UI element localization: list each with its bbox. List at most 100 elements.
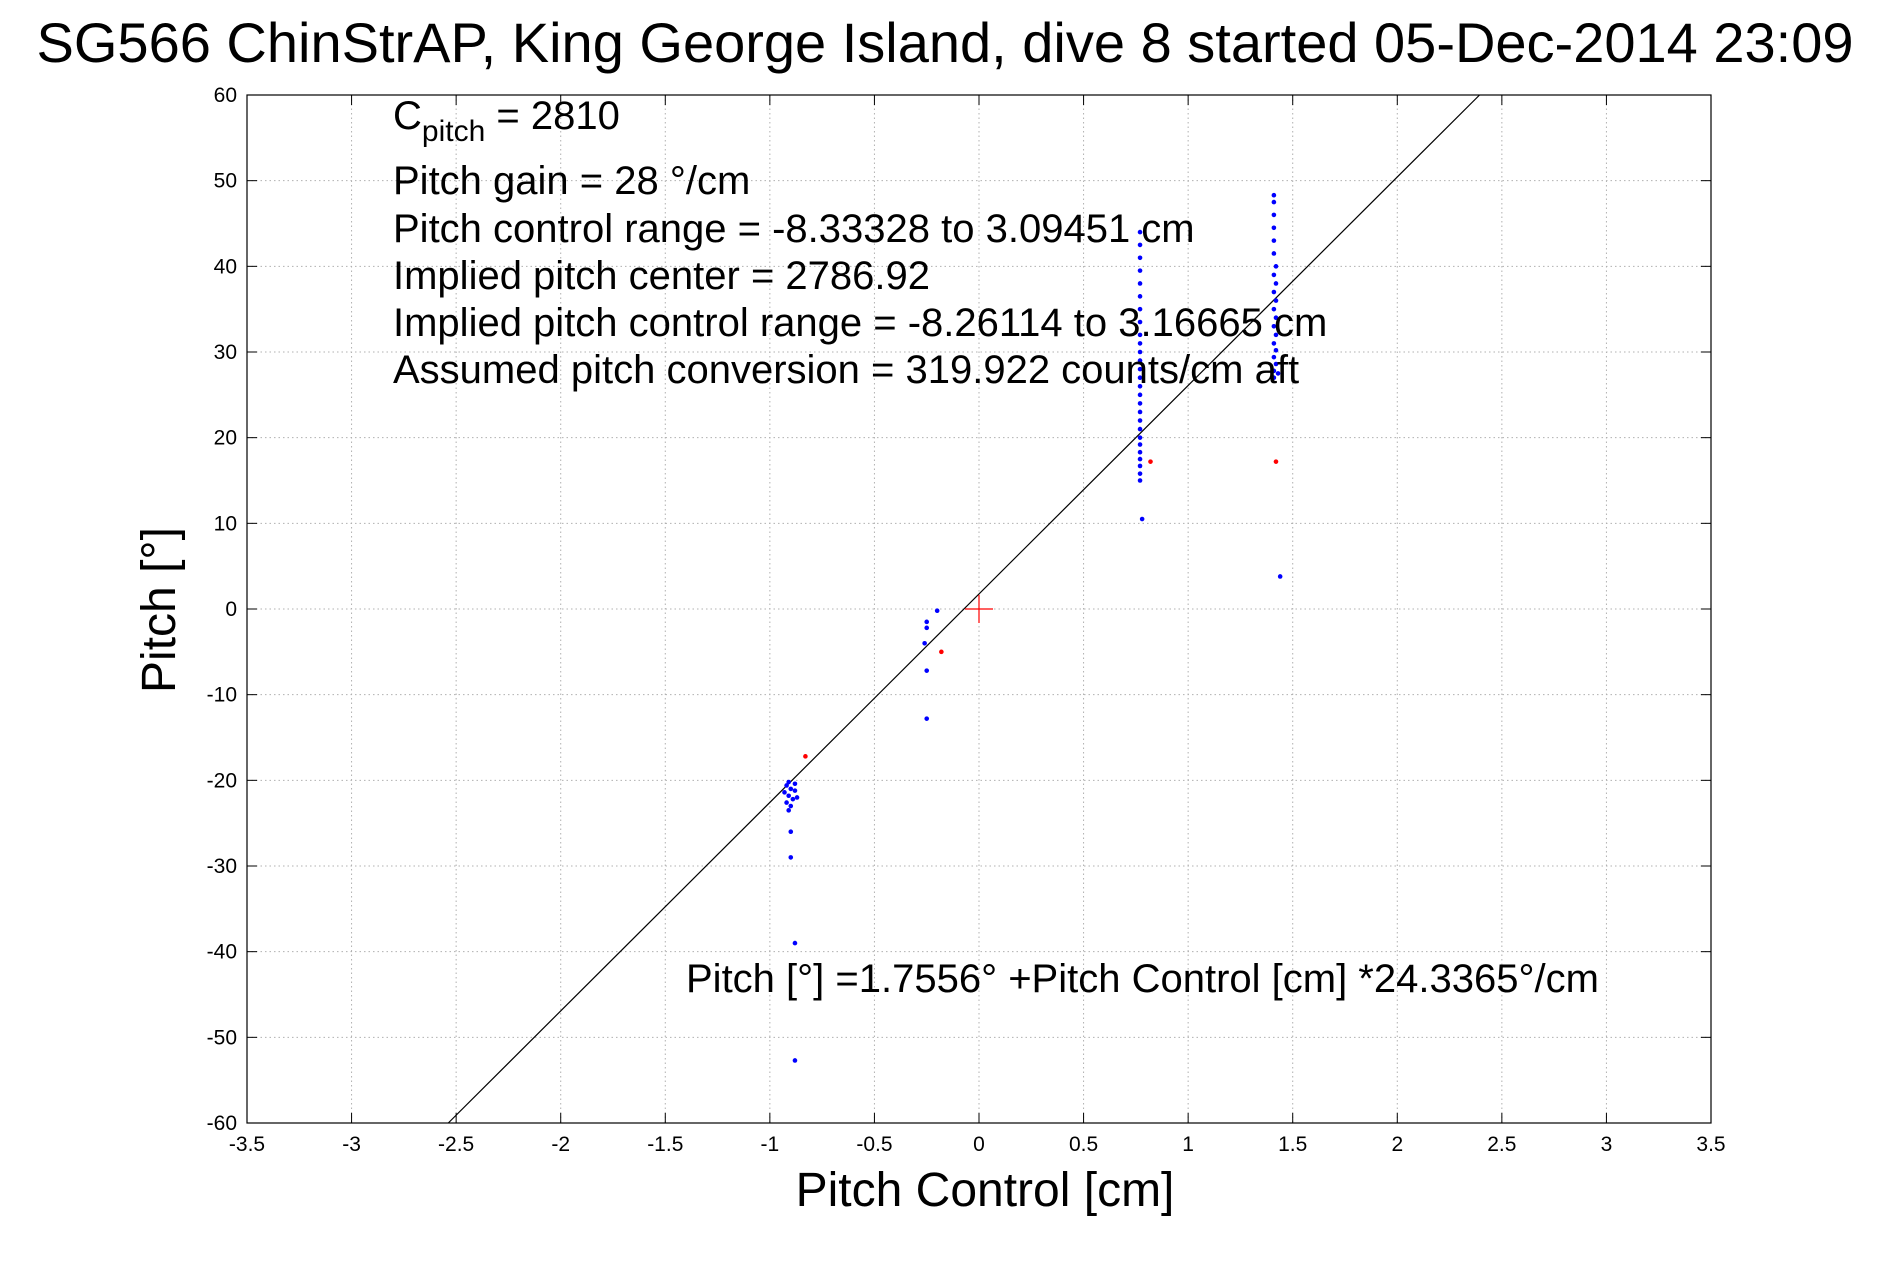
fit-equation-annotation: Pitch [°] =1.7556° +Pitch Control [cm] *… <box>686 957 1599 1001</box>
y-tick-label: -40 <box>207 941 237 964</box>
x-tick-label: -2 <box>551 1133 570 1156</box>
data-point <box>784 783 789 788</box>
data-point <box>1137 366 1143 372</box>
data-point <box>1137 349 1143 355</box>
data-point <box>792 781 798 787</box>
x-tick-label: 0 <box>973 1133 985 1156</box>
x-tick-label: 0.5 <box>1069 1133 1098 1156</box>
data-point <box>1137 281 1143 286</box>
control-range-annotation: Pitch control range = -8.33328 to 3.0945… <box>393 207 1195 251</box>
chart-title: SG566 ChinStrAP, King George Island, div… <box>37 11 1854 74</box>
data-point <box>1137 471 1143 476</box>
data-point <box>1271 192 1277 198</box>
x-tick-label: 1 <box>1182 1133 1194 1156</box>
data-point <box>1273 332 1279 338</box>
y-tick-label: 30 <box>214 341 237 364</box>
data-point <box>924 716 930 721</box>
data-point <box>1137 341 1143 346</box>
c-pitch-annotation: Cpitch = 2810 <box>393 94 620 148</box>
data-point <box>1137 426 1143 432</box>
x-tick-label: 2.5 <box>1487 1133 1516 1156</box>
data-point <box>1137 449 1143 455</box>
data-point <box>1271 238 1277 243</box>
data-point <box>1137 478 1143 483</box>
data-point <box>1271 306 1277 312</box>
data-point <box>1137 456 1143 462</box>
data-point <box>1137 435 1143 440</box>
fit-line-group <box>447 94 1480 1124</box>
data-point <box>1137 268 1143 273</box>
axis-ticks: -3.5 -3 -2.5 -2 -1.5 -1 -0.5 0 0.5 1 1.5 2 2.5 3 3.5 -6… <box>207 84 1726 1156</box>
y-tick-label: -10 <box>207 684 237 707</box>
data-point <box>1273 315 1279 321</box>
data-point <box>1271 251 1277 256</box>
x-tick-label: 1.5 <box>1278 1133 1307 1156</box>
data-point <box>1137 332 1143 338</box>
data-point <box>1137 319 1143 325</box>
pitch-gain-annotation: Pitch gain = 28 °/cm <box>393 159 750 203</box>
x-tick-label: 2 <box>1391 1133 1403 1156</box>
c-pitch-subscript: pitch <box>422 115 485 148</box>
x-tick-label: 3.5 <box>1696 1133 1725 1156</box>
data-point <box>1137 392 1143 398</box>
data-point <box>1271 225 1277 231</box>
data-point <box>1273 264 1279 269</box>
y-tick-label: 20 <box>214 427 237 450</box>
info-annotations: Cpitch = 2810 Pitch gain = 28 °/cm Pitch… <box>393 94 1599 1001</box>
data-point <box>1273 347 1279 353</box>
data-point <box>1275 371 1281 376</box>
data-point <box>1271 324 1277 329</box>
implied-center-annotation: Implied pitch center = 2786.92 <box>393 254 930 298</box>
c-pitch-value: = 2810 <box>485 94 620 138</box>
x-tick-label: -1.5 <box>647 1133 683 1156</box>
data-point <box>792 1058 798 1063</box>
data-point <box>924 668 930 673</box>
data-point <box>1271 212 1277 218</box>
data-point <box>934 608 940 614</box>
x-tick-label: -1 <box>761 1133 780 1156</box>
data-points <box>782 192 1283 1063</box>
data-point <box>792 788 798 793</box>
c-pitch-symbol: C <box>393 94 422 138</box>
data-point <box>1271 272 1277 278</box>
data-point <box>1148 459 1153 464</box>
data-point <box>1271 289 1277 295</box>
data-point <box>1137 375 1143 381</box>
data-point <box>1137 306 1143 312</box>
data-point <box>786 808 791 813</box>
conversion-annotation: Assumed pitch conversion = 319.922 count… <box>393 348 1299 392</box>
x-tick-label: 3 <box>1601 1133 1613 1156</box>
implied-range-annotation: Implied pitch control range = -8.26114 t… <box>393 301 1327 345</box>
y-tick-label: 60 <box>214 84 237 107</box>
data-point <box>1139 516 1145 522</box>
data-point <box>922 640 927 646</box>
data-point <box>1271 199 1277 205</box>
data-point <box>784 800 789 805</box>
y-tick-label: 40 <box>214 255 237 278</box>
data-point <box>1137 229 1143 235</box>
data-point <box>1137 401 1143 406</box>
origin-marker-group <box>965 595 993 623</box>
data-point <box>1273 281 1279 286</box>
data-point <box>1137 358 1143 363</box>
gridlines <box>247 95 1711 1123</box>
data-point <box>788 786 794 792</box>
data-point <box>1137 255 1143 261</box>
y-tick-label: -50 <box>207 1026 237 1049</box>
y-tick-label: -20 <box>207 769 237 792</box>
data-point <box>924 619 930 625</box>
data-point <box>788 829 794 835</box>
fit-line <box>447 94 1480 1124</box>
x-tick-label: -0.5 <box>856 1133 892 1156</box>
x-axis-label: Pitch Control [cm] <box>796 1164 1175 1217</box>
x-tick-label: -3 <box>342 1133 361 1156</box>
data-point <box>1271 375 1277 381</box>
data-point <box>1137 294 1143 299</box>
data-point <box>788 855 794 860</box>
data-point <box>803 754 808 759</box>
y-tick-label: -30 <box>207 855 237 878</box>
data-point <box>1273 361 1279 367</box>
data-point <box>1277 574 1283 579</box>
y-tick-label: -60 <box>207 1112 237 1135</box>
